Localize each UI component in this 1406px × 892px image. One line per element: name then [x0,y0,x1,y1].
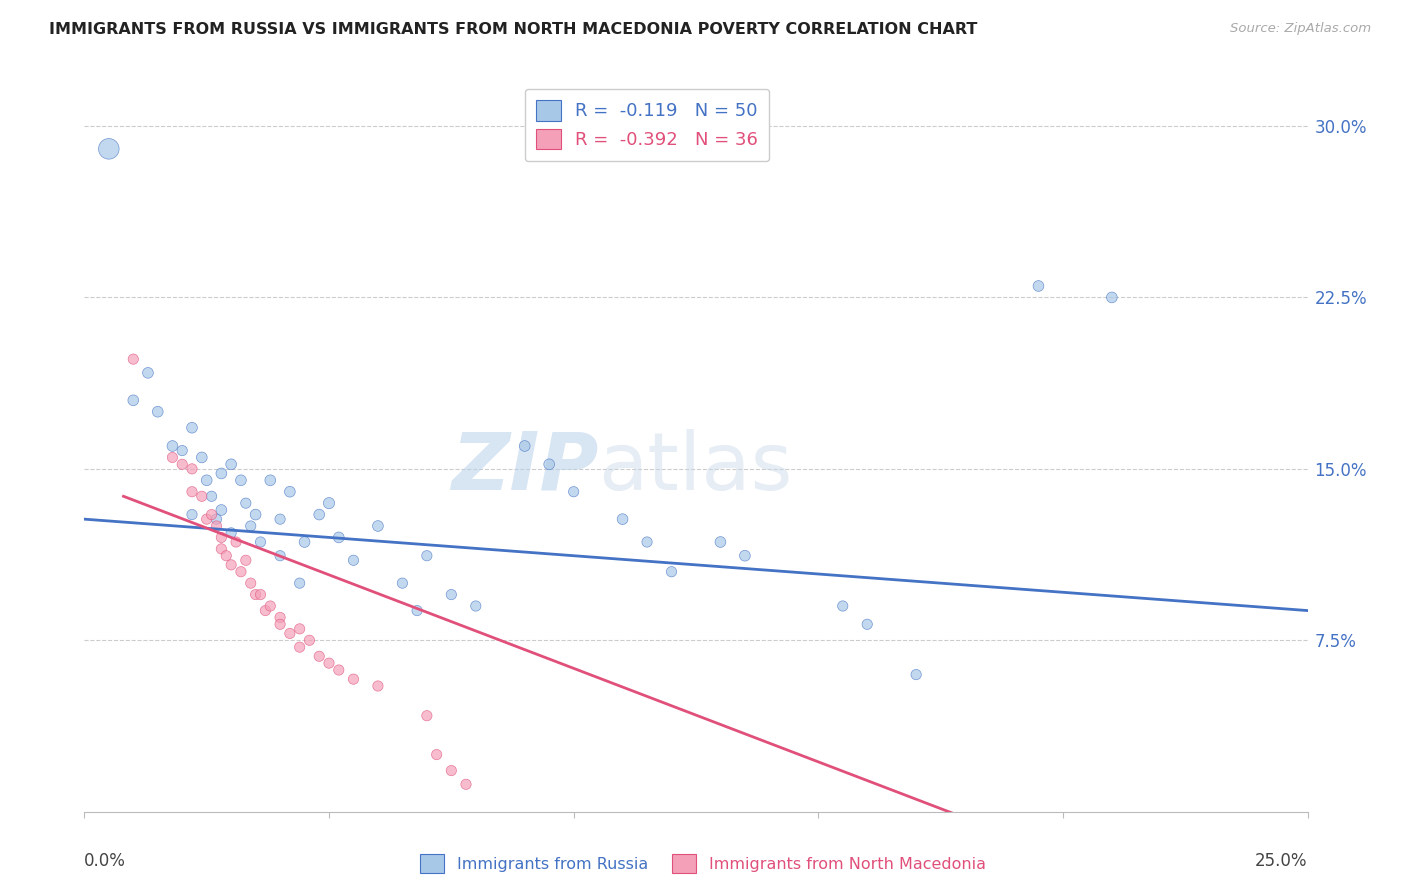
Point [209,467,232,481]
Point [215,549,238,563]
Point [440,588,463,602]
Point [612,512,634,526]
Point [209,503,232,517]
Text: atlas: atlas [598,429,793,507]
Point [269,512,291,526]
Point [259,473,281,487]
Text: 25.0%: 25.0% [1256,852,1308,870]
Point [146,405,169,419]
Point [278,626,301,640]
Point [328,663,350,677]
Point [219,458,242,472]
Point [269,617,291,632]
Point [181,420,204,434]
Point [269,610,291,624]
Y-axis label: Poverty: Poverty [0,415,8,477]
Point [259,599,281,613]
Point [181,484,204,499]
Point [191,450,214,465]
Point [172,443,194,458]
Point [209,530,232,544]
Legend: Immigrants from Russia, Immigrants from North Macedonia: Immigrants from Russia, Immigrants from … [413,847,993,880]
Point [195,512,218,526]
Point [342,672,364,686]
Point [440,764,463,778]
Point [245,588,267,602]
Point [181,462,204,476]
Point [278,484,301,499]
Point [235,553,257,567]
Point [406,603,429,617]
Point [342,553,364,567]
Point [318,656,340,670]
Point [905,667,928,681]
Point [562,484,585,499]
Point [162,439,184,453]
Point [308,508,330,522]
Point [391,576,413,591]
Point [195,473,218,487]
Point [636,535,658,549]
Point [191,489,214,503]
Point [1028,279,1050,293]
Text: IMMIGRANTS FROM RUSSIA VS IMMIGRANTS FROM NORTH MACEDONIA POVERTY CORRELATION CH: IMMIGRANTS FROM RUSSIA VS IMMIGRANTS FRO… [49,22,977,37]
Point [288,622,311,636]
Point [513,439,536,453]
Point [661,565,683,579]
Point [1101,290,1123,304]
Point [245,508,267,522]
Text: Source: ZipAtlas.com: Source: ZipAtlas.com [1230,22,1371,36]
Text: ZIP: ZIP [451,429,598,507]
Point [249,588,271,602]
Point [328,530,350,544]
Point [200,489,222,503]
Point [235,496,257,510]
Point [426,747,449,762]
Point [318,496,340,510]
Point [709,535,731,549]
Point [229,473,252,487]
Point [239,576,262,591]
Point [856,617,879,632]
Point [416,549,439,563]
Point [122,393,145,408]
Point [219,525,242,540]
Point [162,450,184,465]
Point [831,599,853,613]
Point [454,777,477,791]
Legend: R =  -0.119   N = 50, R =  -0.392   N = 36: R = -0.119 N = 50, R = -0.392 N = 36 [524,88,769,161]
Point [288,640,311,655]
Point [734,549,756,563]
Point [136,366,159,380]
Point [269,549,291,563]
Point [367,679,389,693]
Point [294,535,316,549]
Point [538,458,561,472]
Point [97,142,120,156]
Point [225,535,247,549]
Point [288,576,311,591]
Point [308,649,330,664]
Point [205,512,228,526]
Point [239,519,262,533]
Point [367,519,389,533]
Point [249,535,271,549]
Point [416,708,439,723]
Point [209,541,232,556]
Point [254,603,277,617]
Point [122,352,145,367]
Text: 0.0%: 0.0% [84,852,127,870]
Point [229,565,252,579]
Point [464,599,486,613]
Point [205,519,228,533]
Point [200,508,222,522]
Point [219,558,242,572]
Point [181,508,204,522]
Point [172,458,194,472]
Point [298,633,321,648]
